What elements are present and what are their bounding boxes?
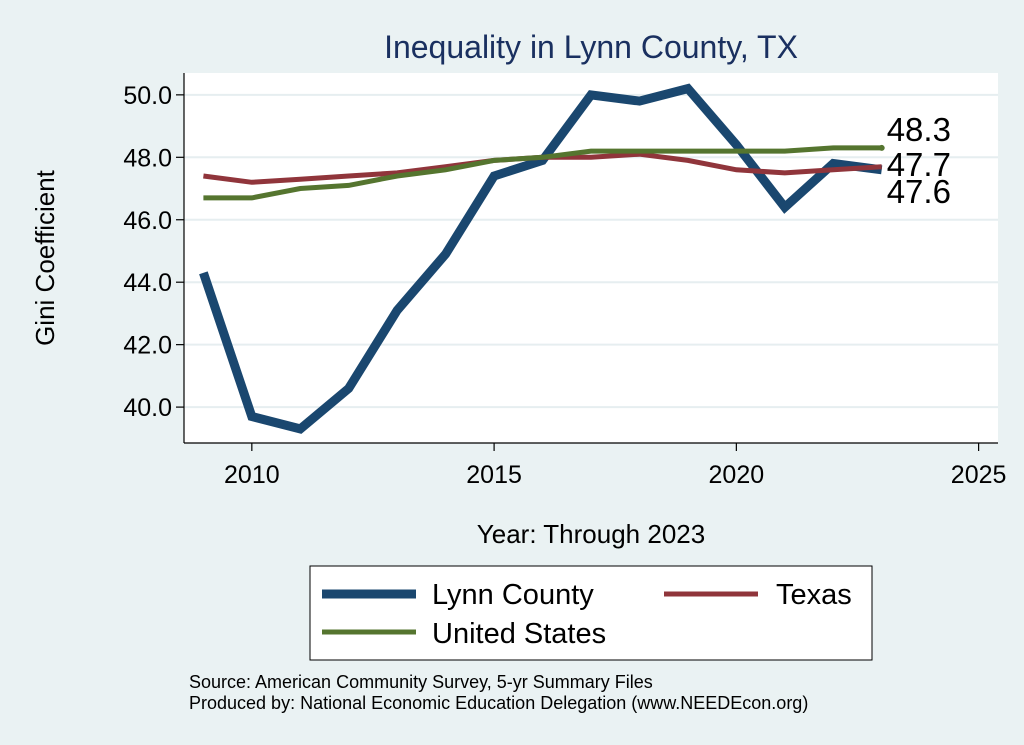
end-point-united-states <box>878 144 885 151</box>
y-tick-label: 46.0 <box>123 207 172 235</box>
series-line-lynn-county <box>199 83 883 434</box>
legend-label-lynn-county: Lynn County <box>432 579 594 611</box>
series-lines <box>199 83 883 434</box>
x-tick-label: 2015 <box>466 461 522 489</box>
end-label-lynn-county: 47.6 <box>887 173 951 210</box>
end-label-texas: 47.7 <box>887 146 951 183</box>
end-labels: 47.647.748.3 <box>878 111 951 210</box>
x-tick-label: 2010 <box>224 461 280 489</box>
y-tick-label: 44.0 <box>123 269 172 297</box>
y-axis-title: Gini Coefficient <box>30 169 60 346</box>
y-tick-label: 40.0 <box>123 394 172 422</box>
x-tick-label: 2020 <box>709 461 765 489</box>
legend-label-united-states: United States <box>432 618 606 650</box>
y-tick-label: 50.0 <box>123 82 172 110</box>
y-tick-label: 42.0 <box>123 332 172 360</box>
y-ticks: 40.0 42.0 44.0 46.0 48.0 50.0 <box>123 82 184 422</box>
y-tick-label: 48.0 <box>123 144 172 172</box>
legend-box <box>309 565 873 661</box>
axes <box>183 73 998 444</box>
x-ticks: 2010 2015 2020 2025 <box>224 443 1006 489</box>
series-line-united-states <box>203 145 882 201</box>
chart-title: Inequality in Lynn County, TX <box>384 29 798 65</box>
source-note: Source: American Community Survey, 5-yr … <box>189 672 653 692</box>
x-tick-label: 2025 <box>951 461 1007 489</box>
end-label-united-states: 48.3 <box>887 111 951 148</box>
producer-note: Produced by: National Economic Education… <box>189 693 808 713</box>
x-axis-title: Year: Through 2023 <box>477 519 705 549</box>
legend-label-texas: Texas <box>776 579 852 611</box>
plot-area <box>184 73 998 443</box>
legend: Lynn County Texas United States <box>309 565 873 661</box>
